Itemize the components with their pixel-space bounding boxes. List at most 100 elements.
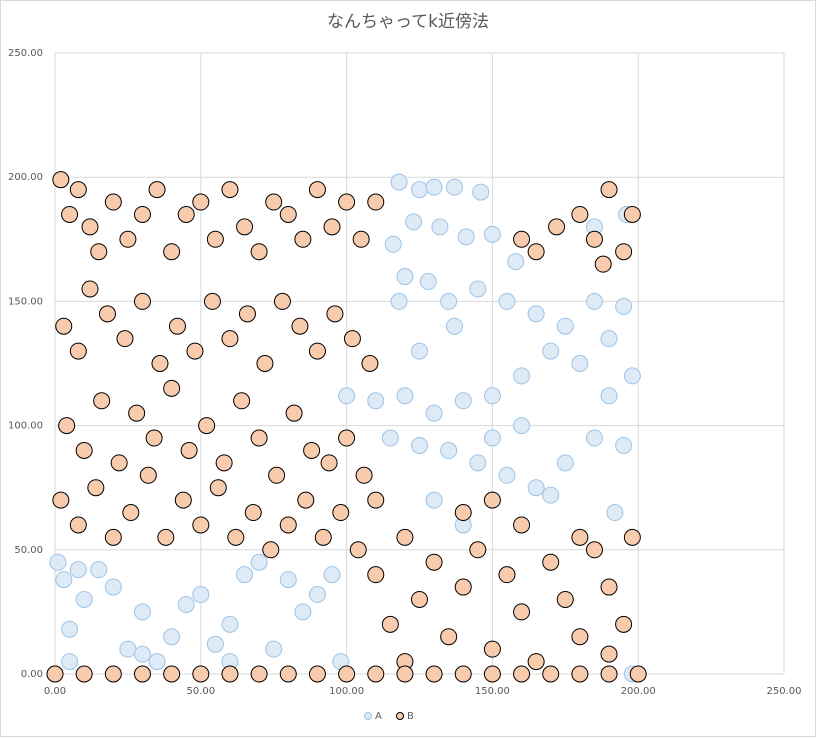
point bbox=[55, 571, 73, 589]
point bbox=[308, 342, 326, 360]
point bbox=[157, 528, 175, 546]
point bbox=[104, 193, 122, 211]
point bbox=[192, 193, 210, 211]
point bbox=[606, 504, 624, 522]
point bbox=[381, 615, 399, 633]
point bbox=[454, 392, 472, 410]
x-tick-label: 200.00 bbox=[621, 686, 656, 697]
point bbox=[116, 330, 134, 348]
point bbox=[469, 280, 487, 298]
point bbox=[61, 205, 79, 223]
point bbox=[203, 292, 221, 310]
point bbox=[390, 173, 408, 191]
point bbox=[585, 429, 603, 447]
point bbox=[513, 230, 531, 248]
y-tick-label: 250.00 bbox=[8, 48, 43, 59]
point bbox=[133, 205, 151, 223]
point bbox=[221, 181, 239, 199]
legend-label: B bbox=[407, 711, 414, 722]
point bbox=[367, 665, 385, 683]
point bbox=[87, 479, 105, 497]
point bbox=[571, 528, 589, 546]
point bbox=[411, 436, 428, 454]
point bbox=[291, 317, 309, 335]
point bbox=[119, 640, 137, 658]
point bbox=[52, 491, 70, 509]
point bbox=[294, 230, 312, 248]
point bbox=[411, 342, 428, 360]
point bbox=[133, 645, 151, 663]
legend-marker bbox=[364, 712, 372, 720]
point bbox=[498, 466, 516, 484]
point bbox=[233, 392, 251, 410]
point bbox=[440, 292, 458, 310]
point bbox=[396, 387, 414, 405]
point bbox=[163, 379, 181, 397]
point bbox=[527, 243, 545, 261]
point bbox=[49, 553, 67, 571]
point bbox=[236, 566, 254, 584]
point bbox=[323, 566, 341, 584]
point bbox=[440, 441, 458, 459]
point bbox=[250, 243, 268, 261]
point bbox=[163, 665, 181, 683]
point bbox=[396, 665, 414, 683]
point bbox=[571, 628, 589, 646]
x-tick-label: 100.00 bbox=[329, 686, 364, 697]
point bbox=[122, 504, 140, 522]
y-tick-label: 100.00 bbox=[8, 421, 43, 432]
point bbox=[323, 218, 341, 236]
point bbox=[148, 181, 166, 199]
point bbox=[615, 615, 633, 633]
point bbox=[542, 342, 560, 360]
point bbox=[571, 205, 589, 223]
point bbox=[75, 665, 93, 683]
point bbox=[542, 486, 560, 504]
point bbox=[215, 454, 233, 472]
point bbox=[209, 479, 227, 497]
point bbox=[186, 342, 204, 360]
point bbox=[273, 292, 291, 310]
point bbox=[483, 491, 501, 509]
x-tick-label: 150.00 bbox=[475, 686, 510, 697]
point bbox=[623, 528, 641, 546]
point bbox=[177, 205, 195, 223]
x-tick-label: 250.00 bbox=[767, 686, 802, 697]
point bbox=[285, 404, 303, 422]
point bbox=[431, 218, 449, 236]
point bbox=[425, 553, 443, 571]
point bbox=[338, 387, 356, 405]
point bbox=[390, 292, 408, 310]
point bbox=[585, 292, 603, 310]
point bbox=[75, 590, 93, 608]
point bbox=[262, 541, 280, 559]
point bbox=[320, 454, 338, 472]
point bbox=[58, 417, 76, 435]
point bbox=[615, 436, 633, 454]
point bbox=[454, 578, 472, 596]
point bbox=[600, 181, 618, 199]
point bbox=[440, 628, 458, 646]
point bbox=[69, 516, 87, 534]
point bbox=[343, 330, 361, 348]
point bbox=[594, 255, 612, 273]
point bbox=[571, 355, 589, 372]
point bbox=[256, 355, 274, 372]
point bbox=[308, 665, 326, 683]
point bbox=[513, 516, 531, 534]
point bbox=[90, 561, 108, 579]
point bbox=[133, 665, 151, 683]
point bbox=[349, 541, 367, 559]
point bbox=[585, 230, 603, 248]
point bbox=[367, 491, 385, 509]
point bbox=[168, 317, 186, 335]
point bbox=[469, 454, 487, 472]
point bbox=[236, 218, 254, 236]
point bbox=[338, 665, 356, 683]
point bbox=[469, 541, 487, 559]
point bbox=[133, 292, 151, 310]
point bbox=[483, 640, 501, 658]
point bbox=[498, 292, 516, 310]
